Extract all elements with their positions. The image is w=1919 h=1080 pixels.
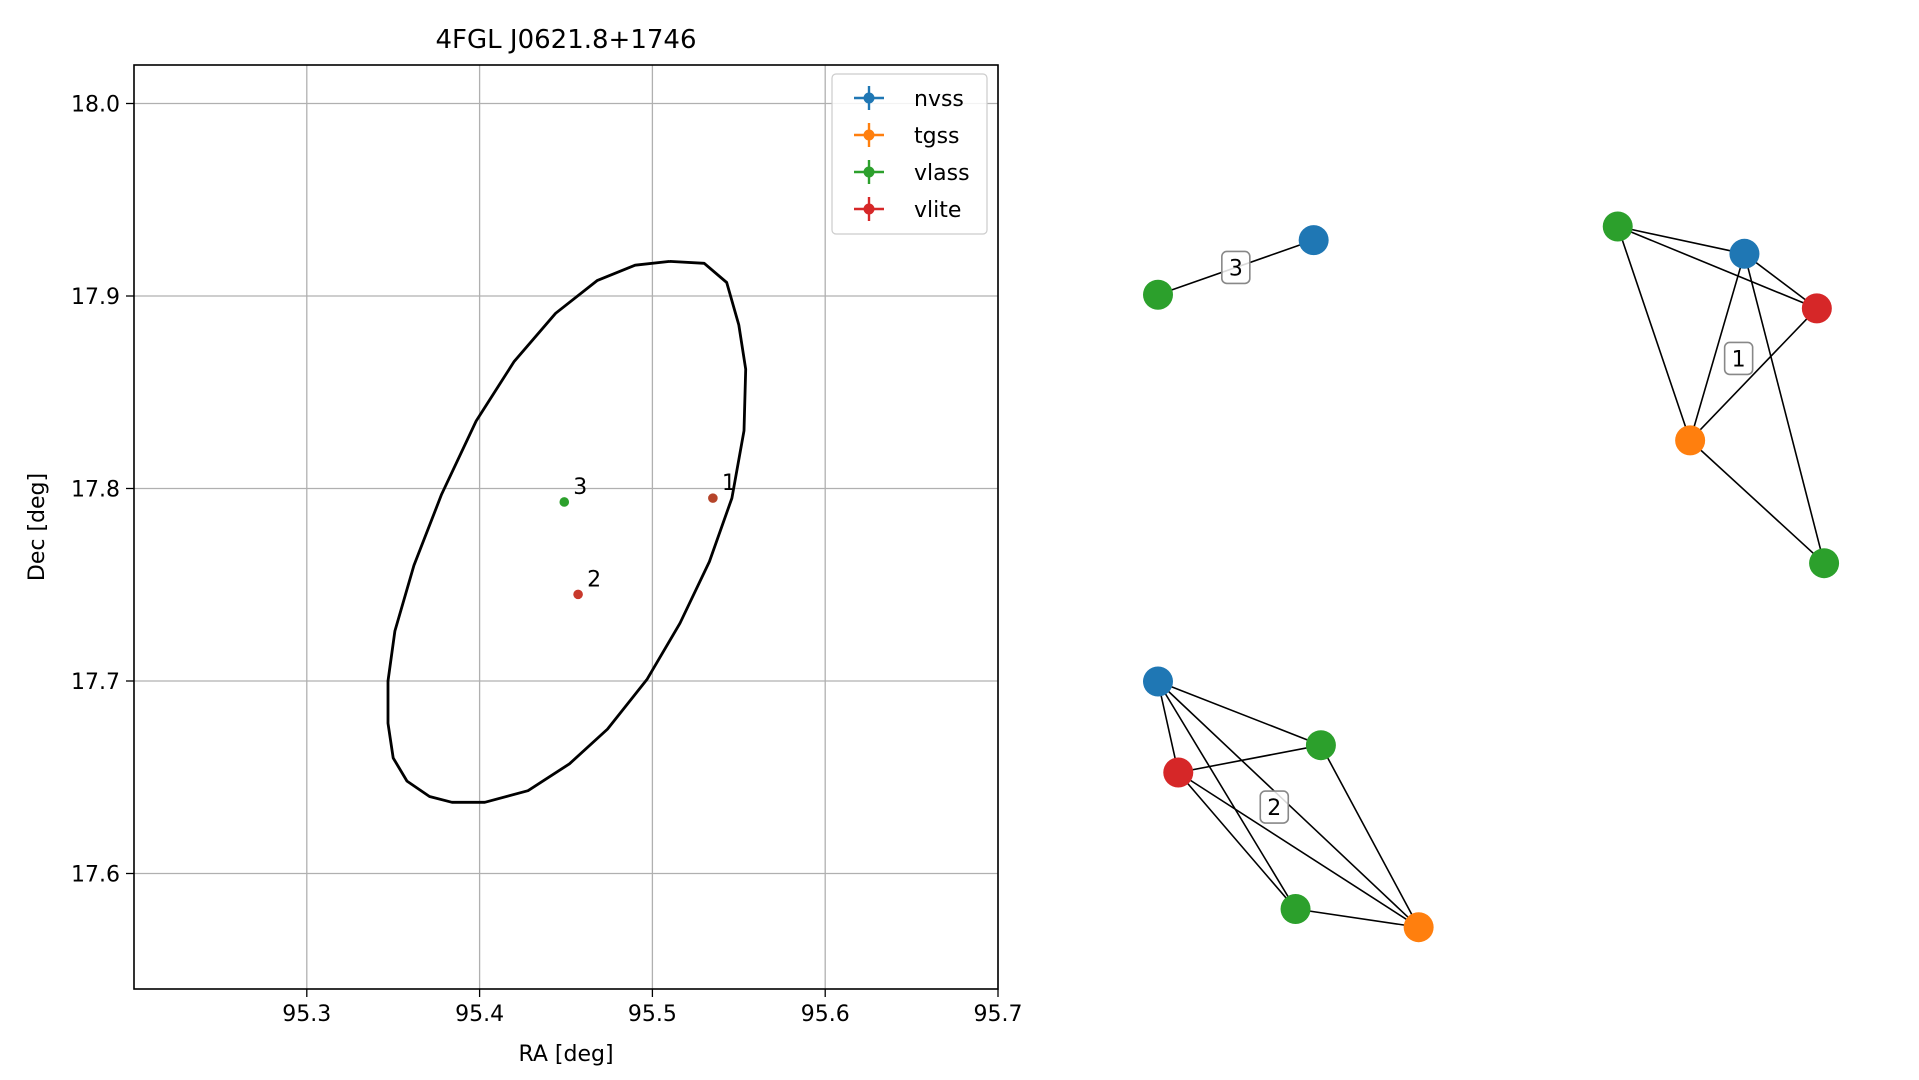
network-edge bbox=[1743, 253, 1818, 310]
network-edge bbox=[1157, 681, 1297, 910]
legend-label: nvss bbox=[914, 87, 964, 112]
network-edge bbox=[1689, 439, 1825, 564]
network-node bbox=[1298, 225, 1329, 256]
network-node bbox=[1143, 279, 1173, 310]
network-node bbox=[1305, 730, 1336, 761]
x-tick-label: 95.4 bbox=[455, 1002, 504, 1027]
network-node bbox=[1729, 238, 1760, 269]
legend-item: vlite bbox=[854, 197, 961, 223]
source-label: 3 bbox=[573, 475, 587, 500]
legend-items: nvss tgss vlass vlite bbox=[854, 86, 970, 223]
axis-ticks: 95.3 95.4 95.5 95.6 95.7 17.6 17.7 17.8 17.9 18.0 bbox=[71, 93, 1022, 1028]
network-edge bbox=[1743, 253, 1825, 564]
legend-marker-dot bbox=[863, 166, 875, 178]
network-edge bbox=[1320, 744, 1420, 928]
legend-marker-dot bbox=[863, 92, 875, 104]
y-tick-label: 17.9 bbox=[71, 285, 120, 310]
component-label-box bbox=[1259, 790, 1290, 824]
network-edge bbox=[1177, 771, 1297, 910]
network-graph: 3 1 2 bbox=[1143, 211, 1840, 943]
legend-label: vlite bbox=[914, 198, 961, 223]
chart-title: 4FGL J0621.8+1746 bbox=[436, 25, 697, 55]
network-node bbox=[1602, 211, 1633, 242]
component-label: 3 bbox=[1229, 256, 1243, 281]
network-component: 3 bbox=[1143, 225, 1329, 310]
component-label: 1 bbox=[1732, 347, 1746, 372]
error-ellipse-layer bbox=[386, 260, 748, 804]
network-node bbox=[1403, 912, 1434, 943]
legend-label: vlass bbox=[914, 161, 970, 186]
network-edge bbox=[1689, 307, 1818, 441]
component-label-box bbox=[1221, 250, 1251, 285]
legend-item: tgss bbox=[854, 123, 960, 149]
source-layer: 1 2 3 bbox=[559, 471, 736, 600]
network-node bbox=[1280, 894, 1311, 924]
network-edge bbox=[1617, 225, 1745, 255]
y-axis-label: Dec [deg] bbox=[25, 473, 50, 581]
network-node bbox=[1801, 293, 1832, 324]
network-node bbox=[1163, 757, 1194, 788]
error-ellipse bbox=[386, 260, 748, 804]
x-tick-label: 95.6 bbox=[801, 1002, 850, 1027]
y-tick-label: 17.7 bbox=[71, 670, 120, 695]
network-node bbox=[1809, 548, 1840, 579]
x-tick-label: 95.7 bbox=[974, 1002, 1023, 1027]
legend-marker-dot bbox=[863, 203, 875, 215]
y-tick-label: 17.8 bbox=[71, 478, 120, 503]
network-edge bbox=[1177, 771, 1420, 928]
network-edge bbox=[1617, 225, 1818, 310]
network-edge bbox=[1157, 680, 1322, 746]
source-point bbox=[708, 493, 718, 503]
legend-marker-dot bbox=[863, 129, 875, 141]
component-label: 2 bbox=[1267, 796, 1281, 821]
x-tick-label: 95.3 bbox=[282, 1002, 331, 1027]
legend: nvss tgss vlass vlite bbox=[831, 73, 988, 235]
y-tick-label: 17.6 bbox=[71, 863, 120, 888]
y-tick-label: 18.0 bbox=[71, 93, 120, 118]
network-edge bbox=[1616, 226, 1691, 441]
legend-box bbox=[831, 73, 988, 235]
plot-frame bbox=[133, 64, 999, 990]
source-label: 2 bbox=[587, 567, 601, 592]
network-component: 2 bbox=[1143, 666, 1434, 943]
x-axis-label: RA [deg] bbox=[518, 1042, 613, 1067]
network-edge bbox=[1178, 744, 1322, 774]
legend-item: vlass bbox=[854, 160, 970, 186]
legend-item: nvss bbox=[854, 86, 964, 112]
network-edge bbox=[1157, 681, 1180, 773]
source-label: 1 bbox=[722, 471, 736, 496]
network-node bbox=[1143, 666, 1173, 697]
x-tick-label: 95.5 bbox=[628, 1002, 677, 1027]
source-point bbox=[573, 589, 583, 600]
component-label-box bbox=[1723, 341, 1754, 376]
network-node bbox=[1675, 425, 1706, 456]
network-component: 1 bbox=[1602, 211, 1840, 579]
network-edge bbox=[1689, 253, 1746, 441]
source-point bbox=[559, 497, 570, 507]
legend-label: tgss bbox=[914, 124, 960, 149]
network-edge bbox=[1295, 908, 1419, 928]
